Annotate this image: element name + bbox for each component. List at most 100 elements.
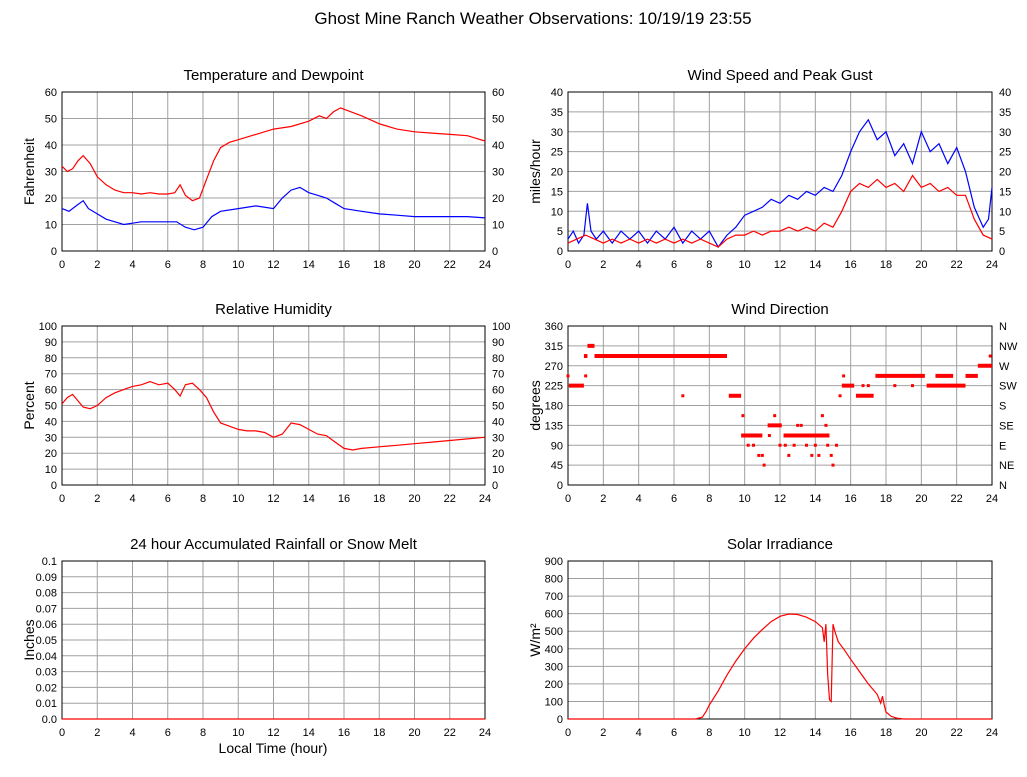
x-tick-label: 24 bbox=[986, 493, 998, 505]
y-tick-label: 5 bbox=[557, 226, 563, 238]
y-tick-label: 20 bbox=[551, 167, 563, 179]
y-tick-label: 360 bbox=[545, 321, 563, 333]
y-tick-label: 225 bbox=[545, 381, 563, 393]
wind-direction-point bbox=[831, 463, 835, 467]
y-tick-label: 0.02 bbox=[36, 682, 57, 694]
right-tick-label: 30 bbox=[492, 167, 504, 179]
wind-direction-point bbox=[810, 453, 814, 457]
panel-title: Solar Irradiance bbox=[727, 536, 833, 553]
x-tick-label: 12 bbox=[774, 259, 786, 271]
x-tick-label: 18 bbox=[880, 727, 892, 739]
right-tick-label: 10 bbox=[492, 220, 504, 232]
x-tick-label: 0 bbox=[565, 259, 571, 271]
wind-direction-point bbox=[762, 463, 766, 467]
y-tick-label: 0 bbox=[51, 246, 57, 258]
x-tick-label: 6 bbox=[165, 259, 171, 271]
y-tick-label: 0.04 bbox=[36, 651, 57, 663]
y-tick-label: 600 bbox=[545, 609, 563, 621]
x-tick-label: 22 bbox=[951, 727, 963, 739]
x-tick-label: 20 bbox=[408, 259, 420, 271]
y-tick-label: 40 bbox=[45, 140, 57, 152]
right-tick-label: 100 bbox=[492, 321, 510, 333]
wind-direction-point bbox=[767, 434, 771, 438]
x-tick-label: 24 bbox=[986, 727, 998, 739]
right-tick-label: 20 bbox=[492, 448, 504, 460]
x-tick-label: 14 bbox=[303, 259, 315, 271]
y-axis-label: Fahrenheit bbox=[21, 138, 37, 205]
x-tick-label: 0 bbox=[59, 493, 65, 505]
x-tick-label: 22 bbox=[951, 259, 963, 271]
panel-title: 24 hour Accumulated Rainfall or Snow Mel… bbox=[130, 536, 418, 553]
wind-direction-point bbox=[566, 374, 570, 378]
x-tick-label: 10 bbox=[232, 727, 244, 739]
y-tick-label: 80 bbox=[45, 353, 57, 365]
x-tick-label: 14 bbox=[809, 259, 821, 271]
y-tick-label: 10 bbox=[45, 220, 57, 232]
right-tick-label: S bbox=[999, 401, 1006, 413]
y-tick-label: 270 bbox=[545, 361, 563, 373]
y-tick-label: 100 bbox=[545, 696, 563, 708]
right-tick-label: 35 bbox=[999, 107, 1011, 119]
x-tick-label: 16 bbox=[338, 493, 350, 505]
y-tick-label: 0.07 bbox=[36, 603, 57, 615]
y-tick-label: 900 bbox=[545, 556, 563, 568]
y-tick-label: 0 bbox=[557, 714, 563, 726]
x-tick-label: 14 bbox=[303, 727, 315, 739]
x-tick-label: 16 bbox=[845, 493, 857, 505]
y-tick-label: 0 bbox=[51, 480, 57, 492]
wind-direction-point bbox=[817, 453, 821, 457]
wind-direction-point bbox=[805, 443, 808, 447]
y-tick-label: 70 bbox=[45, 369, 57, 381]
panel-title: Temperature and Dewpoint bbox=[183, 67, 364, 84]
x-tick-label: 24 bbox=[986, 259, 998, 271]
y-tick-label: 0 bbox=[557, 480, 563, 492]
series-line bbox=[568, 613, 992, 720]
y-tick-label: 50 bbox=[45, 114, 57, 126]
y-tick-label: 0.03 bbox=[36, 667, 57, 679]
x-tick-label: 14 bbox=[303, 493, 315, 505]
y-tick-label: 800 bbox=[545, 574, 563, 586]
y-tick-label: 500 bbox=[545, 626, 563, 638]
right-tick-label: 70 bbox=[492, 369, 504, 381]
wind-direction-point bbox=[773, 414, 777, 418]
right-tick-label: SW bbox=[999, 381, 1017, 393]
plot-frame bbox=[61, 91, 486, 252]
plot-frame bbox=[61, 325, 486, 486]
right-tick-label: 0 bbox=[999, 246, 1005, 258]
plot-frame bbox=[567, 560, 993, 720]
right-tick-label: 60 bbox=[492, 87, 504, 99]
y-tick-label: 0 bbox=[557, 246, 563, 258]
x-tick-label: 8 bbox=[200, 259, 206, 271]
x-tick-label: 18 bbox=[373, 727, 385, 739]
x-tick-label: 20 bbox=[915, 493, 927, 505]
y-tick-label: 20 bbox=[45, 448, 57, 460]
right-tick-label: 30 bbox=[492, 432, 504, 444]
y-axis-label: miles/hour bbox=[527, 139, 543, 204]
x-tick-label: 22 bbox=[951, 493, 963, 505]
x-tick-label: 10 bbox=[232, 259, 244, 271]
x-tick-label: 0 bbox=[59, 727, 65, 739]
x-tick-label: 10 bbox=[232, 493, 244, 505]
x-tick-label: 16 bbox=[845, 259, 857, 271]
x-tick-label: 12 bbox=[267, 259, 279, 271]
right-tick-label: 90 bbox=[492, 337, 504, 349]
wind-direction-point bbox=[741, 414, 745, 418]
x-tick-label: 22 bbox=[444, 727, 456, 739]
x-tick-label: 16 bbox=[338, 259, 350, 271]
right-tick-label: W bbox=[999, 361, 1010, 373]
x-tick-label: 12 bbox=[774, 727, 786, 739]
right-tick-label: 50 bbox=[492, 114, 504, 126]
wind-direction-point bbox=[757, 453, 761, 457]
wind-direction-point bbox=[893, 384, 897, 388]
right-tick-label: N bbox=[999, 321, 1007, 333]
wind-direction-point bbox=[838, 394, 842, 398]
y-tick-label: 35 bbox=[551, 107, 563, 119]
x-tick-label: 18 bbox=[880, 259, 892, 271]
panel-title: Wind Direction bbox=[731, 301, 829, 318]
y-tick-label: 10 bbox=[45, 464, 57, 476]
